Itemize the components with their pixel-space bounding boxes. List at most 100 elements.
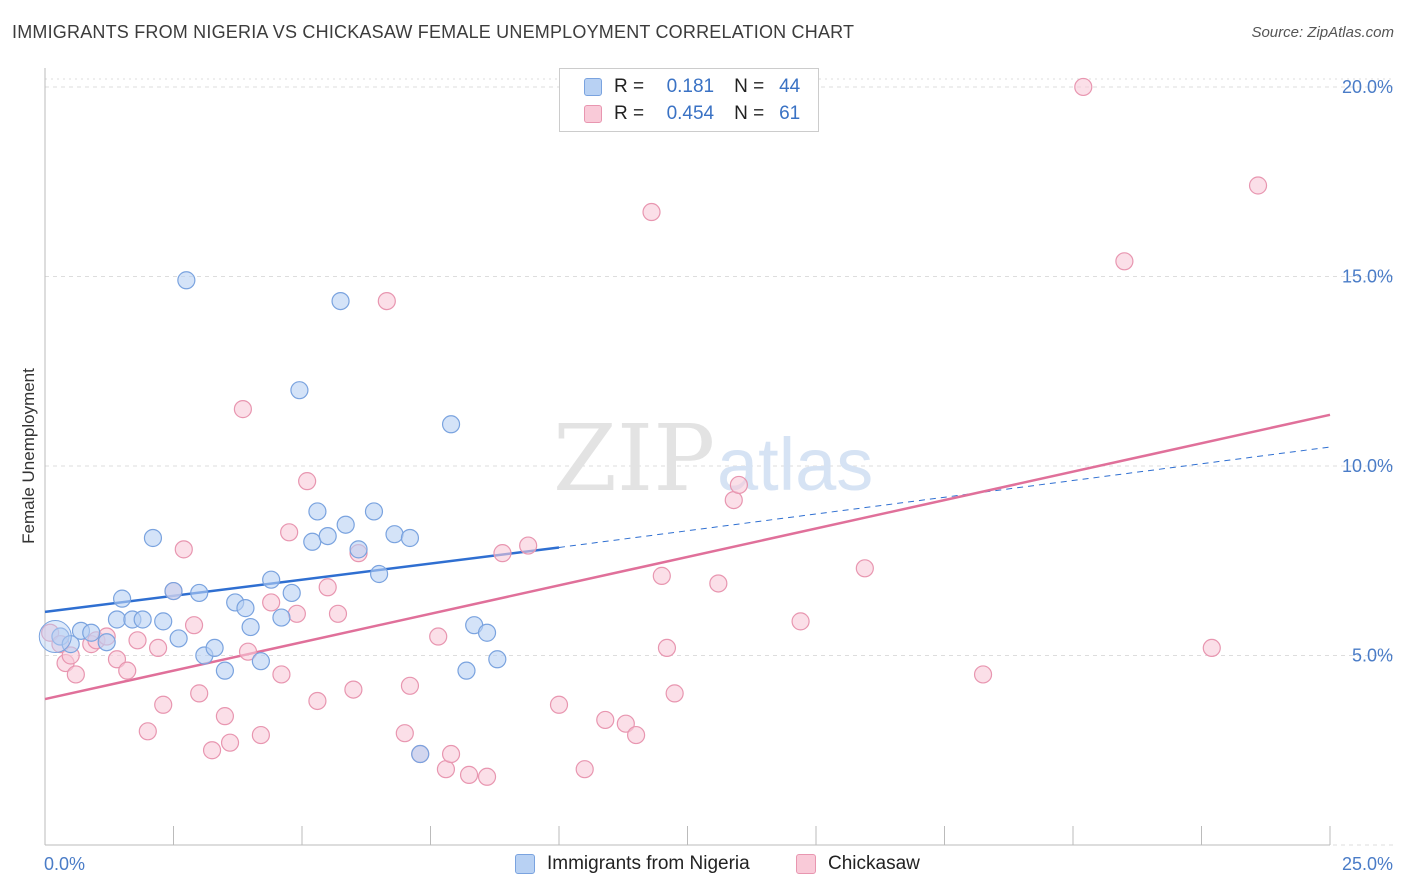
legend-n-value: 61: [779, 103, 801, 124]
point-chickasaw: [855, 559, 874, 578]
point-nigeria: [251, 652, 270, 671]
bottom-legend-swatch-blue: [515, 854, 535, 874]
point-chickasaw: [1115, 252, 1134, 271]
point-chickasaw: [272, 665, 291, 684]
y-tick-label: 10.0%: [1342, 456, 1393, 476]
point-nigeria: [370, 564, 389, 584]
point-chickasaw: [429, 627, 448, 646]
point-chickasaw: [436, 760, 456, 779]
point-chickasaw: [202, 741, 222, 760]
point-nigeria: [290, 381, 309, 400]
y-tick-label: 20.0%: [1342, 77, 1393, 97]
point-chickasaw: [973, 665, 993, 684]
legend-swatch-pink: [584, 105, 602, 123]
point-chickasaw: [66, 665, 85, 684]
point-chickasaw: [549, 695, 569, 714]
point-chickasaw: [477, 767, 497, 786]
watermark-zip: ZIP: [553, 405, 715, 512]
point-nigeria: [282, 583, 301, 603]
legend-r-value: 0.454: [666, 103, 715, 124]
chart-title: IMMIGRANTS FROM NIGERIA VS CHICKASAW FEM…: [12, 22, 855, 42]
point-chickasaw: [493, 544, 512, 563]
bottom-legend-swatch-pink: [796, 854, 816, 874]
point-chickasaw: [1248, 176, 1268, 195]
point-chickasaw: [377, 292, 396, 311]
point-nigeria: [154, 612, 173, 631]
point-chickasaw: [724, 490, 743, 510]
point-nigeria: [241, 617, 260, 637]
point-chickasaw: [652, 566, 671, 585]
point-chickasaw: [1074, 77, 1093, 97]
point-chickasaw: [233, 400, 252, 419]
legend-row-chickasaw: R = 0.454 N = 61: [584, 101, 800, 127]
y-tick-label: 15.0%: [1342, 266, 1393, 286]
point-chickasaw: [184, 616, 204, 635]
point-nigeria: [441, 415, 461, 434]
point-nigeria: [331, 292, 350, 311]
point-nigeria: [133, 610, 152, 629]
point-chickasaw: [251, 725, 270, 745]
point-chickasaw: [174, 540, 193, 559]
point-chickasaw: [344, 680, 363, 699]
point-nigeria: [107, 610, 127, 629]
watermark: ZIP atlas: [553, 405, 873, 512]
point-chickasaw: [238, 642, 258, 661]
point-nigeria: [190, 583, 209, 603]
point-nigeria: [336, 515, 355, 534]
legend-r-label: R =: [614, 103, 645, 124]
point-nigeria: [236, 599, 255, 618]
x-tick-label-max: 25.0%: [1342, 854, 1393, 874]
bottom-legend-label-chickasaw: Chickasaw: [828, 853, 920, 874]
y-tick-label: 5.0%: [1352, 645, 1393, 665]
point-nigeria: [318, 526, 337, 546]
source-label: Source: ZipAtlas.com: [1251, 24, 1394, 41]
x-tick-label-min: 0.0%: [44, 854, 85, 874]
point-nigeria: [477, 623, 497, 642]
point-chickasaw: [657, 638, 677, 658]
point-nigeria: [364, 502, 384, 521]
axes: [44, 68, 1331, 846]
point-nigeria: [349, 540, 368, 559]
point-chickasaw: [1202, 638, 1221, 658]
legend-row-nigeria: R = 0.181 N = 44: [584, 74, 800, 100]
point-nigeria: [411, 744, 430, 764]
correlation-legend: R = 0.181 N = 44 R = 0.454 N = 61: [559, 68, 819, 132]
point-nigeria: [303, 532, 322, 551]
point-chickasaw: [318, 578, 337, 597]
point-nigeria: [164, 581, 183, 601]
point-nigeria: [385, 525, 404, 544]
point-chickasaw: [626, 725, 646, 745]
point-chickasaw: [154, 695, 173, 714]
legend-n-label: N =: [734, 76, 765, 97]
point-chickasaw: [280, 523, 299, 542]
point-chickasaw: [519, 536, 538, 555]
point-chickasaw: [148, 638, 168, 658]
point-chickasaw: [328, 604, 348, 623]
point-nigeria-cluster: [38, 620, 72, 654]
bottom-legend-label-nigeria: Immigrants from Nigeria: [547, 853, 750, 874]
legend-n-value: 44: [779, 76, 801, 97]
point-chickasaw: [118, 661, 137, 680]
point-nigeria: [112, 589, 132, 608]
point-chickasaw: [575, 760, 594, 779]
point-chickasaw: [642, 202, 661, 222]
point-nigeria: [262, 570, 281, 589]
point-chickasaw: [400, 676, 420, 695]
point-nigeria: [82, 623, 101, 642]
point-nigeria: [400, 528, 420, 548]
point-chickasaw: [220, 733, 240, 752]
point-chickasaw: [128, 631, 147, 650]
point-nigeria: [97, 633, 116, 652]
point-chickasaw: [459, 765, 479, 784]
legend-n-label: N =: [734, 103, 765, 124]
legend-r-value: 0.181: [666, 76, 715, 97]
point-chickasaw: [709, 574, 728, 593]
tick-labels: 5.0% 10.0% 15.0% 20.0% 0.0% 25.0%: [44, 77, 1393, 874]
point-chickasaw: [215, 707, 234, 726]
point-nigeria: [205, 638, 224, 658]
point-chickasaw: [287, 604, 306, 623]
point-chickasaw: [665, 684, 684, 703]
point-chickasaw: [791, 612, 810, 631]
bottom-legend-chickasaw: Chickasaw: [796, 852, 920, 876]
